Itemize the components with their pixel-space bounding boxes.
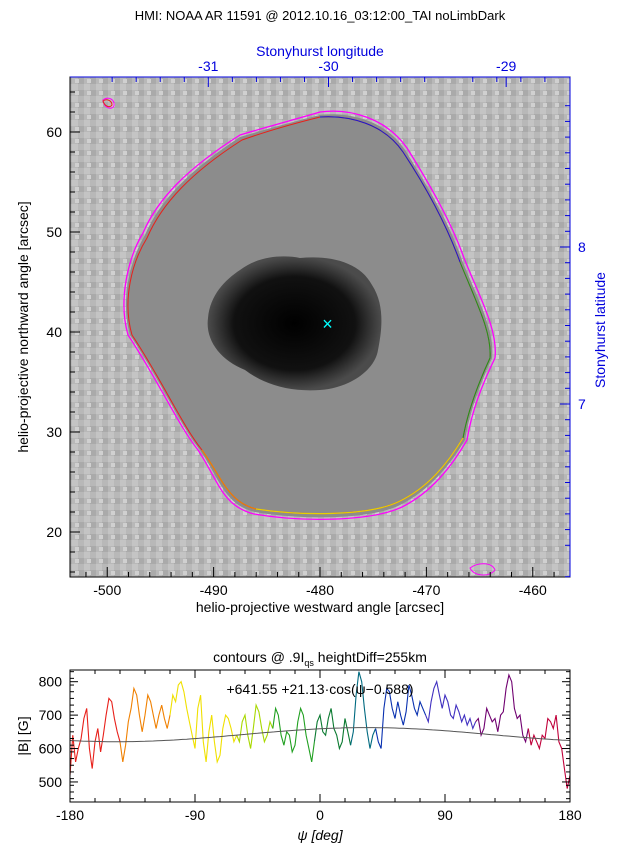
contour-segment-green [459, 261, 491, 439]
map-top-tick-label: -31 [198, 58, 218, 74]
profile-x-tick-label: 180 [558, 807, 582, 823]
contour-segment-orange [201, 449, 257, 510]
profile-title-subscript: qs [304, 658, 314, 668]
profile-y-tick-label: 600 [39, 741, 63, 757]
center-marker: × [322, 314, 333, 334]
map-x-axis-label: helio-projective westward angle [arcsec] [196, 599, 444, 615]
profile-fit [69, 727, 571, 743]
series-line-yellow [169, 680, 238, 764]
profile-x-tick-label: 0 [316, 807, 324, 823]
series-line-indigo [425, 679, 477, 731]
fit-equation-label: +641.55 +21.13·cos(ψ−0.588) [226, 681, 413, 697]
map-y-tick-label: 20 [46, 524, 62, 540]
map-x-tick-label: -460 [519, 582, 547, 598]
small-contour-top-left [102, 97, 115, 109]
map-y-tick-label: 50 [46, 224, 62, 240]
contour-segment-yellow [255, 437, 464, 515]
profile-x-tick-label: -180 [56, 807, 84, 823]
map-top-tick-label: -29 [496, 58, 516, 74]
profile-y-tick-label: 800 [39, 674, 63, 690]
profile-x-tick-label: 90 [437, 807, 453, 823]
series-line-orange [119, 686, 171, 762]
series-line-dark-green [313, 708, 352, 751]
profile-title-main: contours @ .9I [213, 649, 304, 665]
profile-y-tick-label: 500 [39, 774, 63, 790]
map-right-tick-label: 8 [578, 239, 586, 255]
series-line-green [272, 706, 315, 763]
series-line-teal [350, 671, 377, 749]
profile-ticks: -180 -90 0 90 180 500 600 700 800 [39, 670, 582, 823]
series-line-yellow-green [236, 702, 274, 749]
small-contour-bottom-right [469, 563, 496, 576]
figure-title: HMI: NOAA AR 11591 @ 2012.10.16_03:12:00… [135, 8, 506, 23]
small-contour-top-left-inner [102, 99, 113, 108]
map-top-tick-label: -30 [318, 58, 338, 74]
map-y-tick-label: 60 [46, 124, 62, 140]
profile-panel: contours @ .9Iqs heightDiff=255km +641.5… [15, 649, 582, 843]
map-y-tick-label: 40 [46, 324, 62, 340]
map-ticks: -500 -490 -480 -470 -460 20 30 40 50 60 -31 -30 -29 8… [46, 58, 586, 598]
fit-curve [69, 727, 571, 743]
outer-contour [123, 110, 496, 520]
map-y-axis-label: helio-projective northward angle [arcsec… [15, 201, 31, 452]
map-x-tick-label: -470 [412, 582, 440, 598]
contour-segment-blue [319, 116, 461, 263]
map-x-tick-label: -480 [306, 582, 334, 598]
profile-x-tick-label: -90 [185, 807, 205, 823]
map-y-tick-label: 30 [46, 424, 62, 440]
map-x-tick-label: -500 [93, 582, 121, 598]
map-right-tick-label: 7 [578, 396, 586, 412]
sunspot-map-panel: × -500 -490 -480 -470 -460 20 30 40 50 60 -31 -30 -2… [15, 43, 608, 615]
profile-y-axis-label: |B| [G] [15, 716, 31, 755]
map-top-axis-label: Stonyhurst longitude [256, 43, 384, 59]
map-x-tick-label: -490 [200, 582, 228, 598]
profile-series [69, 671, 571, 789]
profile-plot-area [70, 670, 570, 802]
center-marker-symbol: × [322, 314, 333, 334]
series-line-purple [475, 673, 529, 744]
map-right-axis-label: Stonyhurst latitude [592, 272, 608, 388]
umbra [207, 256, 382, 391]
profile-title: contours @ .9Iqs heightDiff=255km [213, 649, 427, 668]
profile-title-suffix: heightDiff=255km [314, 649, 427, 665]
profile-x-axis-label: ψ [deg] [297, 827, 343, 843]
series-line-blue [375, 684, 427, 749]
profile-y-tick-label: 700 [39, 707, 63, 723]
